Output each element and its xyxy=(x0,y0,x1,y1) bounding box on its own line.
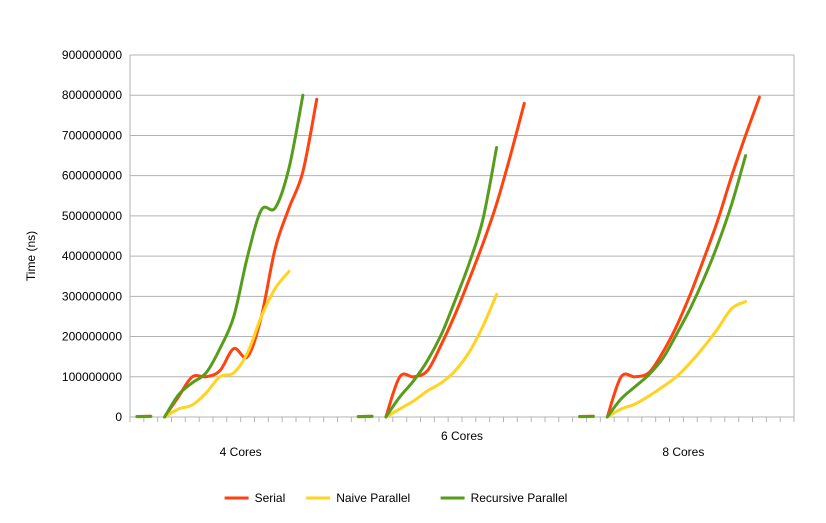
legend-label: Naive Parallel xyxy=(336,491,410,505)
y-tick-label: 300000000 xyxy=(62,289,122,303)
axes xyxy=(130,55,794,422)
x-group-label: 4 Cores xyxy=(220,445,262,459)
y-tick-label: 600000000 xyxy=(62,169,122,183)
series-line xyxy=(386,294,497,417)
legend-label: Recursive Parallel xyxy=(471,491,568,505)
y-tick-labels: 0 100000000 200000000 300000000 400000000 500… xyxy=(62,48,122,424)
y-tick-label: 700000000 xyxy=(62,128,122,142)
series-line xyxy=(607,302,745,417)
y-tick-label: 200000000 xyxy=(62,330,122,344)
x-group-label: 8 Cores xyxy=(662,445,704,459)
y-tick-label: 400000000 xyxy=(62,249,122,263)
series-line xyxy=(165,271,290,417)
legend-label: Serial xyxy=(255,491,286,505)
y-axis-title: Time (ns) xyxy=(24,231,38,281)
y-tick-label: 100000000 xyxy=(62,370,122,384)
y-tick-label: 500000000 xyxy=(62,209,122,223)
y-tick-label: 900000000 xyxy=(62,48,122,62)
x-group-labels: 4 Cores 6 Cores 8 Cores xyxy=(220,429,705,459)
y-tick-label: 800000000 xyxy=(62,88,122,102)
y-tick-label: 0 xyxy=(115,410,122,424)
legend: Serial Naive Parallel Recursive Parallel xyxy=(225,491,568,505)
x-group-label: 6 Cores xyxy=(441,429,483,443)
